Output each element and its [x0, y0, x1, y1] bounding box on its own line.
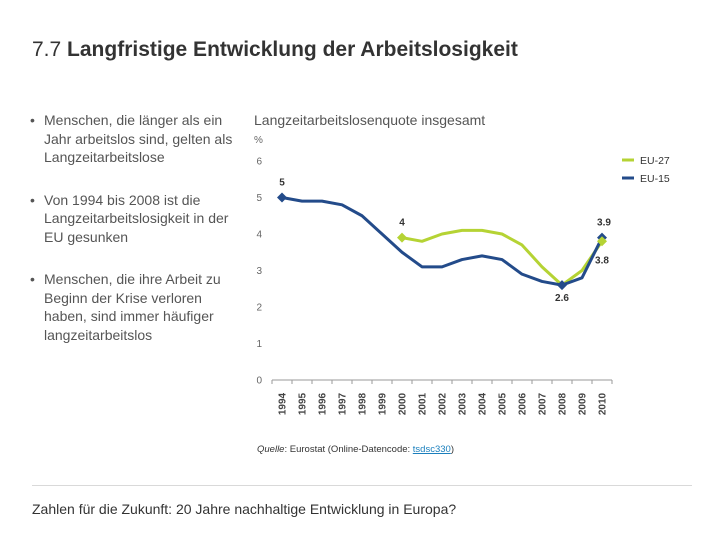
- data-point-marker: [277, 192, 287, 203]
- data-label: 4: [399, 218, 405, 229]
- data-label: 3.9: [597, 218, 611, 229]
- series-line-eu-27: [400, 228, 604, 287]
- line-chart: % 0 1 2 3 4 5 6 1994 1995 1996 1997 1998 1999 2000 2001…: [254, 135, 670, 415]
- source-note: Quelle: Eurostat (Online-Datencode: tsds…: [257, 444, 454, 455]
- legend-label: EU-15: [640, 173, 670, 185]
- legend-label: EU-27: [640, 155, 670, 167]
- x-tick-label: 1997: [338, 392, 349, 415]
- data-point-marker: [397, 232, 407, 243]
- y-tick-label: 0: [256, 376, 262, 387]
- x-tick-label: 1998: [358, 392, 369, 415]
- x-tick-label: 1996: [318, 392, 329, 415]
- y-tick-label: 3: [256, 266, 262, 277]
- y-tick-label: 6: [256, 157, 262, 168]
- footer-text: Zahlen für die Zukunft: 20 Jahre nachhal…: [32, 501, 457, 517]
- y-axis-unit-label: %: [254, 135, 263, 146]
- y-tick-label: 1: [256, 339, 262, 350]
- data-point-marker: [597, 236, 607, 247]
- footer-divider: [32, 485, 692, 486]
- x-tick-label: 2008: [558, 392, 569, 415]
- bullet-item: Menschen, die länger als ein Jahr arbeit…: [30, 111, 235, 167]
- data-point-marker: [557, 280, 567, 291]
- x-tick-label: 2006: [518, 392, 529, 415]
- x-tick-label: 2007: [538, 392, 549, 415]
- x-tick-label: 2010: [598, 392, 609, 415]
- page-title: 7.7 Langfristige Entwicklung der Arbeits…: [32, 38, 518, 62]
- x-tick-label: 2001: [418, 392, 429, 415]
- x-tick-label: 2004: [478, 392, 489, 415]
- source-code-link[interactable]: tsdsc330: [412, 444, 451, 455]
- x-tick-label: 2009: [578, 392, 589, 415]
- source-suffix: ): [450, 444, 454, 455]
- y-tick-label: 5: [256, 193, 262, 204]
- bullet-item: Menschen, die ihre Arbeit zu Beginn der …: [30, 270, 235, 344]
- title-number: 7.7: [32, 38, 62, 61]
- y-tick-label: 4: [256, 230, 262, 241]
- data-label: 2.6: [555, 293, 569, 304]
- bullet-item: Von 1994 bis 2008 ist die Langzeitarbeit…: [30, 191, 235, 247]
- chart-title: Langzeitarbeitslosenquote insgesamt: [254, 112, 486, 128]
- x-tick-label: 2000: [398, 392, 409, 415]
- series-line-eu-15: [280, 196, 604, 287]
- data-label: 5: [279, 178, 285, 189]
- x-tick-label: 2005: [498, 392, 509, 415]
- data-label: 3.8: [595, 255, 609, 266]
- title-text: Langfristige Entwicklung der Arbeitslosi…: [67, 38, 518, 61]
- source-text: : Eurostat (Online-Datencode:: [284, 444, 413, 455]
- x-tick-label: 1994: [278, 392, 289, 415]
- x-tick-label: 2002: [438, 392, 449, 415]
- bullet-list: Menschen, die länger als ein Jahr arbeit…: [30, 111, 235, 368]
- x-tick-label: 2003: [458, 392, 469, 415]
- y-tick-label: 2: [256, 303, 262, 314]
- x-tick-label: 1995: [298, 392, 309, 415]
- x-tick-label: 1999: [378, 392, 389, 415]
- source-prefix: Quelle: [257, 444, 285, 455]
